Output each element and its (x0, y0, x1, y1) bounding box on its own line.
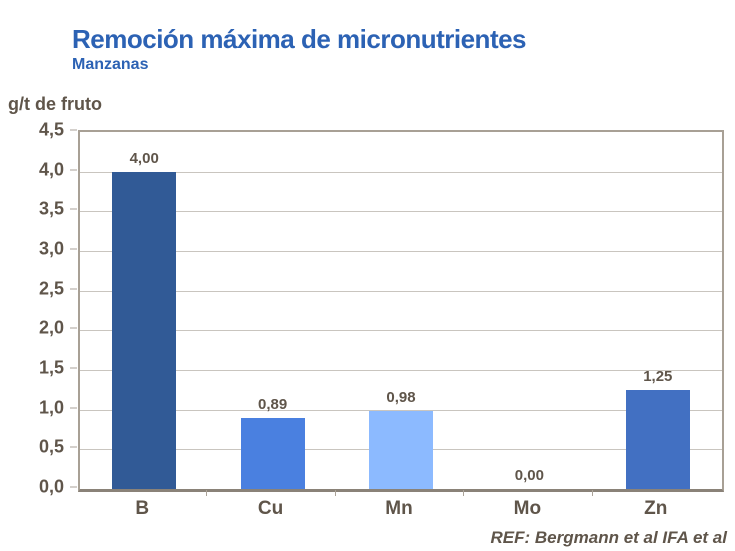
y-tick-mark (70, 407, 77, 409)
chart-subtitle: Manzanas (72, 56, 149, 73)
bar-mn (368, 411, 434, 489)
bar-b (112, 171, 177, 489)
y-tick-mark (70, 169, 77, 171)
y-tick-label: 0,0 (38, 476, 64, 497)
y-tick-label: 3,5 (38, 198, 64, 219)
gridline (80, 409, 722, 411)
bar-zn (625, 389, 690, 489)
x-axis-tick-marks (78, 490, 720, 496)
bar-value-label: 0,00 (514, 467, 544, 484)
y-tick-label: 1,0 (38, 397, 64, 418)
y-tick-mark (70, 248, 77, 250)
x-tick-mark (334, 490, 336, 496)
x-axis-category-labels: B Cu Mn Mo Zn (78, 498, 720, 524)
y-tick-mark (70, 288, 77, 290)
gridline (80, 171, 722, 173)
y-tick-mark (70, 486, 77, 488)
y-axis-tick-marks (70, 129, 78, 488)
y-tick-label: 2,5 (38, 278, 64, 299)
bar-value-label: 0,89 (257, 396, 288, 414)
y-tick-mark (70, 367, 77, 369)
x-category-label: Mo (513, 498, 542, 519)
y-tick-mark (70, 129, 77, 131)
page-title: Remoción máxima de micronutrientes (72, 24, 527, 54)
y-tick-label: 0,5 (38, 436, 64, 457)
x-category-label: Cu (257, 498, 284, 519)
gridline (80, 370, 722, 371)
y-axis-tick-labels: 0,0 0,5 1,0 1,5 2,0 2,5 3,0 3,5 4,0 4,5 (0, 120, 64, 497)
x-tick-mark (206, 490, 208, 496)
gridline (80, 330, 722, 332)
plot-area: 4,00 0,89 0,98 0,00 1,25 (78, 130, 724, 492)
bar-value-label: 0,98 (386, 389, 416, 407)
bar-cu (240, 418, 305, 489)
y-axis-unit-label: g/t de fruto (8, 94, 102, 114)
y-tick-mark (70, 327, 77, 329)
y-tick-label: 3,0 (38, 238, 64, 259)
bar-value-label: 4,00 (129, 149, 159, 167)
x-tick-mark (591, 490, 593, 496)
x-category-label: Mn (385, 498, 413, 519)
x-tick-mark (463, 490, 465, 496)
gridline (80, 290, 722, 292)
y-tick-label: 1,5 (38, 357, 64, 378)
x-category-label: Zn (644, 498, 668, 519)
y-tick-mark (70, 446, 77, 448)
x-category-label: B (135, 498, 150, 519)
y-tick-mark (70, 208, 77, 210)
y-tick-label: 4,5 (38, 119, 64, 140)
y-tick-label: 4,0 (38, 159, 64, 180)
bar-value-label: 1,25 (643, 367, 673, 385)
footer-reference: REF: Bergmann et al IFA et al (490, 528, 727, 547)
gridline (80, 251, 722, 252)
y-tick-label: 2,0 (38, 317, 64, 338)
gridline (80, 211, 722, 213)
